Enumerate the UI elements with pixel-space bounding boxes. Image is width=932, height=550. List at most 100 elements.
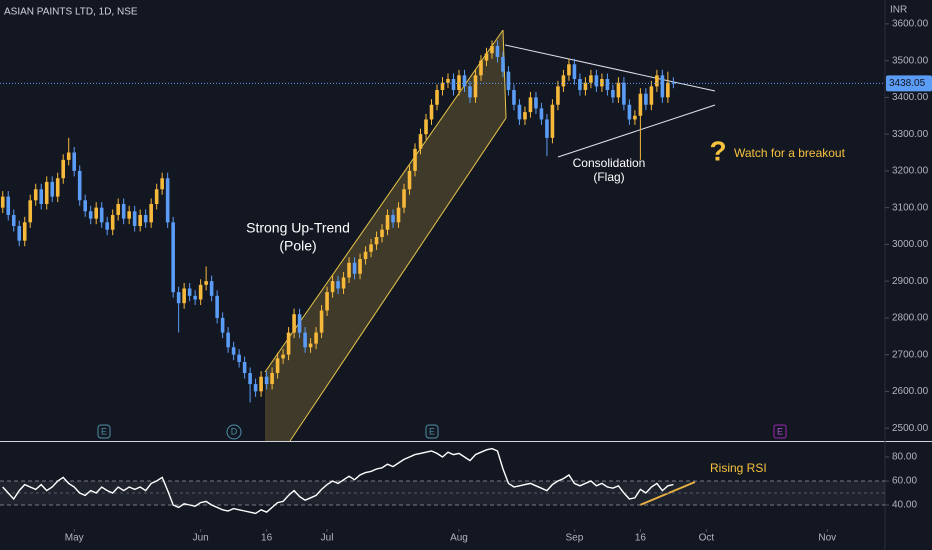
- y-tick-label: 3600.00: [892, 19, 929, 30]
- channel-line: [289, 117, 507, 442]
- candle-body: [187, 288, 192, 296]
- candles: [0, 40, 676, 403]
- candle-body: [616, 82, 621, 98]
- candle-body: [110, 214, 115, 230]
- event-box: [226, 424, 242, 440]
- candle-body: [297, 314, 302, 333]
- candle-body: [539, 108, 544, 120]
- candle-body: [561, 75, 566, 87]
- y-tick-label: 3300.00: [892, 129, 929, 140]
- candle-body: [655, 75, 659, 87]
- candle-body: [556, 86, 560, 105]
- candle-body: [33, 189, 38, 201]
- candle-body: [17, 226, 22, 241]
- candle-body: [358, 259, 362, 274]
- flag-lower-line: [557, 104, 716, 158]
- candle-body: [506, 71, 511, 91]
- event-label: E: [777, 426, 783, 436]
- candle-body: [220, 317, 225, 333]
- y-tick-label: 3000.00: [892, 239, 929, 250]
- candle-body: [523, 112, 527, 120]
- candle-body: [402, 189, 406, 208]
- chart-title: ASIAN PAINTS LTD, 1D, NSE: [4, 7, 138, 18]
- annotation: (Pole): [279, 238, 316, 254]
- y-tick-label: 40.00: [892, 500, 917, 511]
- candle-body: [44, 181, 49, 204]
- y-tick-label: 2500.00: [892, 423, 929, 434]
- candle-body: [550, 104, 555, 138]
- candle-body: [270, 373, 274, 385]
- candle-body: [347, 262, 351, 278]
- x-tick-label: Oct: [699, 533, 715, 544]
- candle-body: [165, 178, 170, 223]
- candle-body: [479, 60, 483, 76]
- channel-line: [264, 29, 504, 373]
- candle-body: [341, 277, 346, 289]
- candle-body: [484, 53, 489, 61]
- candle-body: [0, 196, 5, 208]
- candle-body: [528, 97, 533, 113]
- candle-body: [105, 222, 109, 230]
- candle-body: [171, 222, 175, 293]
- candle-body: [451, 79, 456, 91]
- candle-body: [215, 295, 219, 318]
- candle-body: [462, 75, 467, 87]
- candle-body: [28, 200, 33, 223]
- question-icon: ?: [709, 135, 726, 166]
- candle-body: [127, 211, 131, 219]
- candle-body: [286, 332, 291, 355]
- event-label: E: [429, 426, 435, 436]
- candle-body: [88, 211, 93, 219]
- candle-body: [253, 384, 258, 392]
- x-tick-label: Aug: [450, 533, 468, 544]
- rsi-line: [2, 447, 674, 515]
- candle-body: [314, 332, 318, 344]
- event-box: [425, 424, 439, 439]
- candle-body: [198, 284, 203, 300]
- candle-body: [534, 97, 538, 109]
- candle-body: [457, 75, 461, 91]
- candle-body: [77, 170, 82, 201]
- candle-body: [638, 93, 643, 116]
- candle-body: [275, 358, 280, 374]
- candle-body: [11, 214, 16, 227]
- channel-line: [502, 29, 507, 119]
- x-tick-label: 16: [261, 533, 273, 544]
- y-tick-label: 3500.00: [892, 55, 929, 66]
- x-tick-label: 16: [635, 533, 647, 544]
- x-tick-label: Nov: [818, 533, 836, 544]
- candle-body: [259, 376, 263, 392]
- candle-body: [440, 82, 445, 91]
- candle-body: [154, 189, 159, 204]
- candle-body: [352, 262, 357, 274]
- candle-body: [567, 64, 571, 76]
- candle-body: [231, 347, 236, 355]
- candle-body: [435, 90, 439, 105]
- event-label: E: [101, 426, 107, 436]
- y-tick-label: 2700.00: [892, 349, 929, 360]
- candle-body: [600, 79, 604, 87]
- candle-body: [660, 75, 665, 98]
- candle-body: [160, 178, 164, 190]
- candle-body: [83, 200, 88, 212]
- event-markers: E D E E: [97, 424, 787, 440]
- candle-body: [138, 214, 142, 227]
- x-tick-label: Sep: [566, 533, 584, 544]
- candle-body: [627, 104, 632, 120]
- candle-body: [495, 45, 500, 57]
- candle-body: [407, 170, 412, 190]
- candle-body: [413, 148, 417, 171]
- candle-body: [248, 373, 252, 385]
- candle-body: [490, 45, 494, 54]
- y-tick-label: 3400.00: [892, 92, 929, 103]
- candle-body: [116, 203, 120, 215]
- candle-body: [429, 104, 434, 120]
- candle-body: [319, 310, 324, 333]
- candle-body: [6, 196, 11, 215]
- candle-body: [418, 134, 423, 149]
- candle-body: [424, 119, 428, 135]
- candle-body: [72, 152, 77, 171]
- candle-body: [204, 281, 208, 285]
- candle-body: [209, 281, 214, 296]
- candle-body: [121, 203, 126, 219]
